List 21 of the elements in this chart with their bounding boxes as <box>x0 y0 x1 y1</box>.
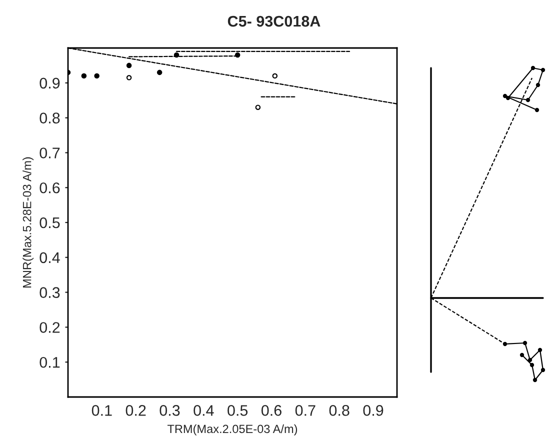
x-tick-label: 0.6 <box>261 405 282 416</box>
y-tick-label: 0.6 <box>40 182 60 194</box>
x-tick-label: 0.7 <box>295 405 316 416</box>
y-tick-label: 0.9 <box>40 78 60 89</box>
y-tick-label: 0.7 <box>40 148 60 158</box>
x-tick-label: 0.4 <box>194 405 214 416</box>
x-tick-label: 0.2 <box>126 405 146 416</box>
y-axis-title: MNR(Max.5.28E-03 A/m) <box>22 157 34 288</box>
y-tick-label: 0.2 <box>40 322 60 333</box>
y-tick-label: 0.4 <box>40 252 60 264</box>
y-tick-label: 0.1 <box>40 356 60 368</box>
x-tick-label: 0.8 <box>329 405 350 416</box>
y-tick-label: 0.3 <box>40 287 60 298</box>
y-tick-label: 0.5 <box>40 217 60 228</box>
x-tick-label: 0.9 <box>363 405 384 416</box>
x-tick-label: 0.1 <box>92 405 112 416</box>
y-tick-label: 0.8 <box>40 112 60 124</box>
x-axis-title: TRM(Max.2.05E-03 A/m) <box>167 424 298 436</box>
x-tick-label: 0.5 <box>228 405 248 416</box>
x-tick-label: 0.3 <box>160 405 180 416</box>
chart-title: C5- 93C018A <box>228 16 320 27</box>
